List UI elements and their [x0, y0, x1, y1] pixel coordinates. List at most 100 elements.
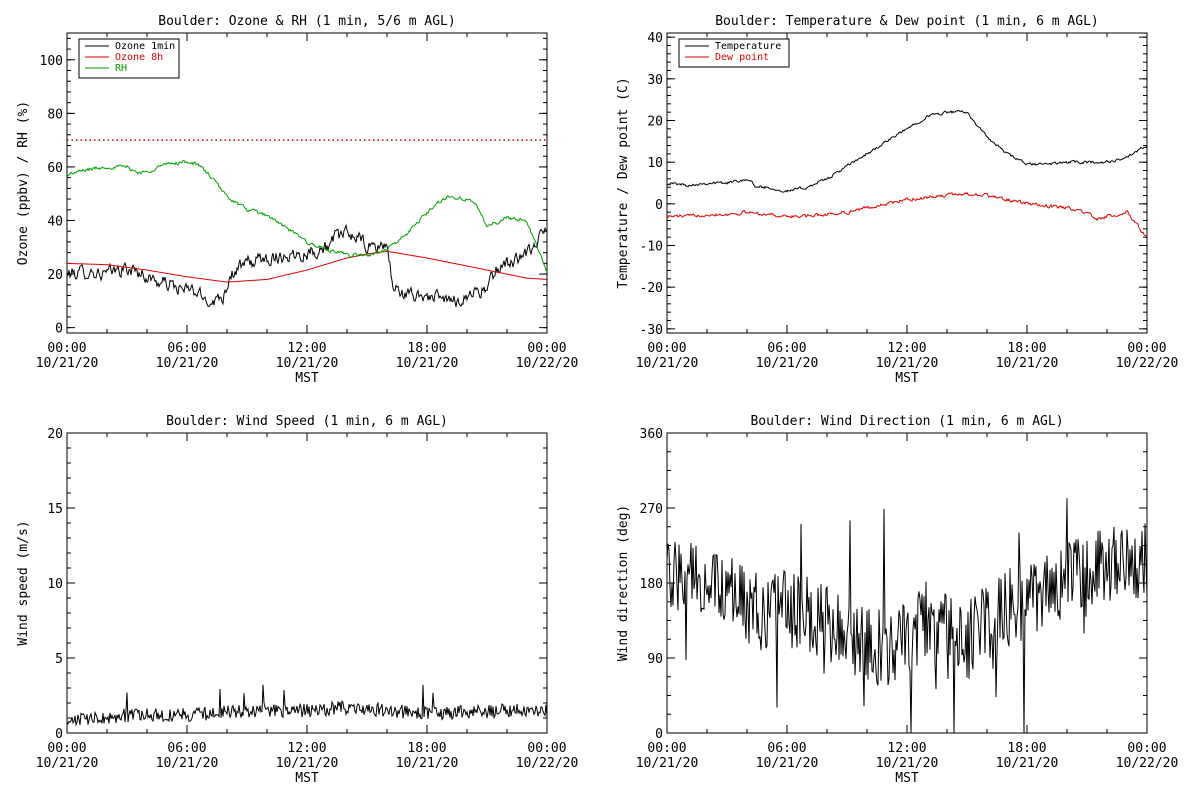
- x-tick-label: 06:00: [167, 341, 206, 356]
- legend-entry-label: RH: [115, 63, 127, 74]
- x-axis-label: MST: [895, 771, 919, 786]
- y-tick-label: 360: [640, 427, 663, 442]
- y-tick-label: 60: [47, 161, 63, 176]
- chart-temperature: Boulder: Temperature & Dew point (1 min,…: [616, 14, 1178, 386]
- y-tick-label: 0: [655, 727, 663, 742]
- y-axis-label: Temperature / Dew point (C): [616, 77, 631, 288]
- series-ozone-1min: [67, 223, 547, 308]
- x-tick-label: 10/21/20: [156, 356, 219, 371]
- x-tick-label: 00:00: [1127, 741, 1166, 756]
- x-tick-label: 10/21/20: [36, 356, 99, 371]
- x-tick-label: 18:00: [407, 341, 446, 356]
- y-tick-label: 10: [647, 156, 663, 171]
- y-axis-label: Ozone (ppbv) / RH (%): [16, 101, 31, 265]
- chart-title: Boulder: Wind Direction (1 min, 6 m AGL): [750, 414, 1063, 429]
- x-tick-label: 00:00: [1127, 341, 1166, 356]
- plot-frame: [666, 432, 1148, 734]
- x-tick-label: 10/21/20: [276, 356, 339, 371]
- x-tick-label: 10/22/20: [516, 356, 579, 371]
- y-tick-label: 180: [640, 577, 663, 592]
- x-tick-label: 10/22/20: [516, 756, 579, 771]
- x-tick-label: 00:00: [47, 341, 86, 356]
- x-tick-label: 10/21/20: [996, 756, 1059, 771]
- y-tick-label: -30: [640, 323, 663, 338]
- x-tick-label: 10/22/20: [1116, 756, 1179, 771]
- x-tick-label: 00:00: [47, 741, 86, 756]
- legend-entry-label: Temperature: [715, 41, 781, 52]
- x-tick-label: 10/21/20: [756, 756, 819, 771]
- x-tick-label: 12:00: [887, 741, 926, 756]
- x-tick-label: 00:00: [527, 741, 566, 756]
- y-tick-label: 270: [640, 502, 663, 517]
- chart-winddir: Boulder: Wind Direction (1 min, 6 m AGL)…: [616, 414, 1178, 786]
- y-tick-label: 30: [647, 73, 663, 88]
- x-tick-label: 18:00: [1007, 341, 1046, 356]
- series-line: [67, 684, 547, 727]
- x-tick-label: 10/21/20: [996, 356, 1059, 371]
- chart-title: Boulder: Ozone & RH (1 min, 5/6 m AGL): [158, 14, 455, 29]
- x-tick-label: 12:00: [887, 341, 926, 356]
- legend-entry-label: Ozone 8h: [115, 52, 163, 63]
- y-tick-label: 80: [47, 107, 63, 122]
- plot-frame: [66, 432, 548, 734]
- x-tick-label: 18:00: [407, 741, 446, 756]
- y-tick-label: 90: [647, 652, 663, 667]
- x-tick-label: 10/21/20: [156, 756, 219, 771]
- y-tick-label: 20: [47, 427, 63, 442]
- chart-title: Boulder: Wind Speed (1 min, 6 m AGL): [166, 414, 448, 429]
- x-tick-label: 10/21/20: [636, 356, 699, 371]
- y-tick-label: 100: [40, 54, 63, 69]
- y-tick-label: 20: [647, 115, 663, 130]
- plot-data: [67, 139, 547, 308]
- series-line: [667, 498, 1147, 733]
- plot-data: [67, 684, 547, 727]
- chart-ozone: Boulder: Ozone & RH (1 min, 5/6 m AGL)00…: [16, 14, 578, 386]
- plot-data: [667, 109, 1147, 237]
- x-tick-label: 10/21/20: [756, 356, 819, 371]
- x-axis-label: MST: [295, 771, 319, 786]
- y-tick-label: -20: [640, 281, 663, 296]
- x-tick-label: 10/21/20: [636, 756, 699, 771]
- x-tick-label: 00:00: [647, 341, 686, 356]
- y-tick-label: 0: [655, 198, 663, 213]
- x-tick-label: 10/21/20: [36, 756, 99, 771]
- x-tick-label: 10/21/20: [276, 756, 339, 771]
- y-axis-label: Wind direction (deg): [616, 505, 631, 662]
- plot-frame: [666, 32, 1148, 334]
- x-tick-label: 06:00: [767, 741, 806, 756]
- legend-box: [678, 38, 790, 68]
- y-tick-label: 0: [55, 322, 63, 337]
- y-tick-label: 10: [47, 577, 63, 592]
- x-axis-label: MST: [295, 371, 319, 386]
- legend-entry-label: Ozone 1min: [115, 41, 175, 52]
- x-tick-label: 12:00: [287, 741, 326, 756]
- y-tick-label: 15: [47, 502, 63, 517]
- plot-data: [667, 498, 1147, 733]
- series-rh: [67, 159, 547, 271]
- y-axis-label: Wind speed (m/s): [16, 520, 31, 645]
- y-tick-label: 0: [55, 727, 63, 742]
- x-tick-label: 12:00: [287, 341, 326, 356]
- x-tick-label: 00:00: [527, 341, 566, 356]
- x-axis-label: MST: [895, 371, 919, 386]
- x-tick-label: 06:00: [167, 741, 206, 756]
- y-tick-label: 20: [47, 268, 63, 283]
- chart-title: Boulder: Temperature & Dew point (1 min,…: [715, 14, 1099, 29]
- series-temperature: [667, 109, 1147, 193]
- series-dew-point: [667, 191, 1147, 237]
- x-tick-label: 06:00: [767, 341, 806, 356]
- y-tick-label: 5: [55, 652, 63, 667]
- legend-entry-label: Dew point: [715, 52, 769, 63]
- x-tick-label: 10/21/20: [876, 356, 939, 371]
- x-tick-label: 10/21/20: [396, 756, 459, 771]
- y-tick-label: -10: [640, 240, 663, 255]
- y-tick-label: 40: [47, 215, 63, 230]
- x-tick-label: 10/21/20: [876, 756, 939, 771]
- x-tick-label: 10/21/20: [396, 356, 459, 371]
- y-tick-label: 40: [647, 31, 663, 46]
- chart-windspeed: Boulder: Wind Speed (1 min, 6 m AGL) 00:0…: [16, 414, 578, 786]
- x-tick-label: 18:00: [1007, 741, 1046, 756]
